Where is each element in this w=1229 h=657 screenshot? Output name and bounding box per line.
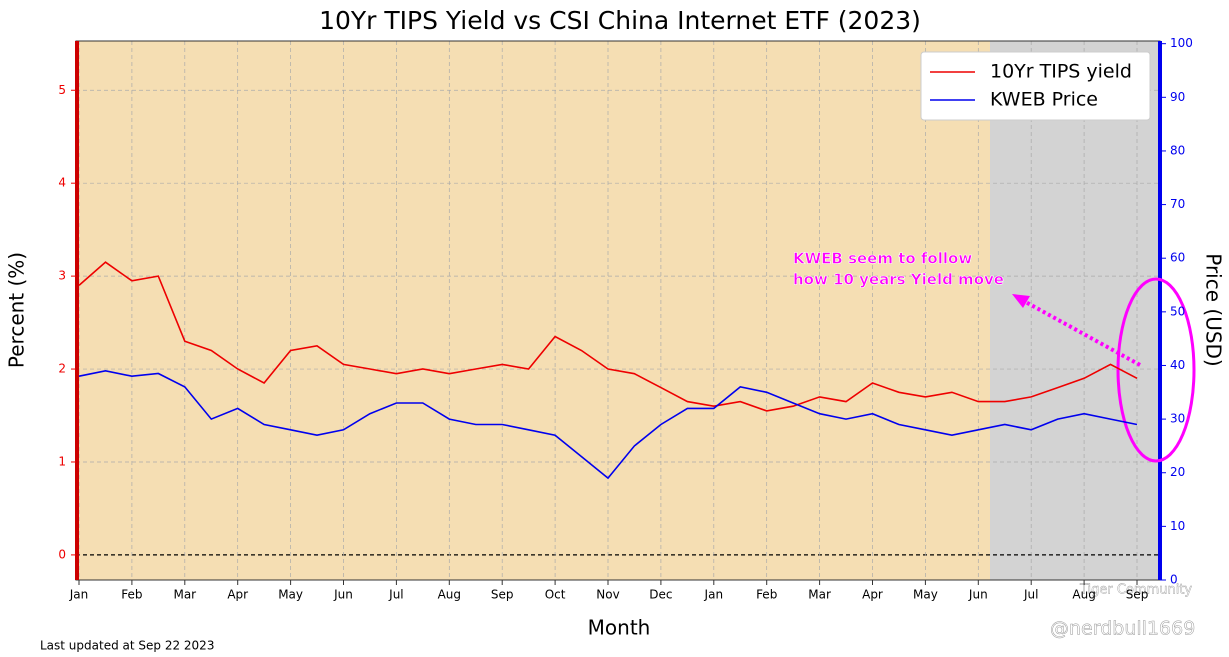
- y2-axis-label: Price (USD): [1202, 253, 1226, 367]
- plot-background: [76, 41, 990, 580]
- x-tick-label: Jun: [968, 588, 988, 602]
- legend-label: 10Yr TIPS yield: [990, 61, 1132, 83]
- x-tick-label: Jan: [704, 588, 724, 602]
- arrow-head: [1012, 294, 1030, 308]
- x-tick-label: Jun: [333, 588, 353, 602]
- x-tick-label: Jan: [69, 588, 89, 602]
- watermark: Tiger Community: [1079, 583, 1192, 598]
- y2-tick-label: 70: [1170, 197, 1185, 211]
- y2-tick-label: 100: [1170, 36, 1193, 50]
- x-tick-label: Nov: [596, 588, 619, 602]
- annotation: how 10 years Yield move: [793, 271, 1004, 289]
- x-tick-label: Sep: [491, 588, 514, 602]
- y2-tick-label: 90: [1170, 90, 1185, 104]
- y2-tick-label: 0: [1170, 573, 1178, 587]
- legend-box: [920, 51, 1151, 121]
- highlight-ellipse: [1116, 277, 1196, 463]
- y2-tick-label: 20: [1170, 465, 1185, 479]
- y-tick-label: 4: [58, 176, 66, 190]
- x-tick-label: Feb: [121, 588, 142, 602]
- y2-tick-label: 50: [1170, 304, 1185, 318]
- x-tick-label: Oct: [545, 588, 566, 602]
- x-tick-label: Jul: [388, 588, 403, 602]
- data-line: [78, 369, 1138, 480]
- y2-tick-label: 40: [1170, 358, 1185, 372]
- x-tick-label: May: [278, 588, 303, 602]
- legend-label: KWEB Price: [990, 89, 1098, 111]
- watermark: @nerdbull1669: [1050, 618, 1195, 640]
- y-tick-label: 5: [58, 83, 66, 97]
- y-tick-label: 3: [58, 269, 66, 283]
- x-tick-label: Aug: [438, 588, 461, 602]
- x-tick-label: Apr: [862, 588, 883, 602]
- x-tick-label: May: [913, 588, 938, 602]
- y-tick-label: 1: [58, 454, 66, 468]
- y-tick-label: 2: [58, 362, 66, 376]
- y-tick-label: 0: [58, 547, 66, 561]
- x-axis-label: Month: [588, 616, 651, 640]
- x-tick-label: Dec: [649, 588, 672, 602]
- x-tick-label: Apr: [227, 588, 248, 602]
- shaded-region: [990, 41, 1160, 580]
- y2-tick-label: 10: [1170, 519, 1185, 533]
- chart-title: 10Yr TIPS Yield vs CSI China Internet ET…: [319, 6, 921, 35]
- y-axis-label: Percent (%): [5, 252, 29, 368]
- x-tick-label: Mar: [173, 588, 196, 602]
- footer: Last updated at Sep 22 2023: [40, 639, 214, 653]
- y2-tick-label: 80: [1170, 143, 1185, 157]
- y2-tick-label: 30: [1170, 412, 1185, 426]
- x-tick-label: Jul: [1023, 588, 1038, 602]
- x-tick-label: Feb: [756, 588, 777, 602]
- data-line: [78, 261, 1138, 412]
- annotation-arrow: [1021, 298, 1141, 367]
- y2-tick-label: 60: [1170, 251, 1185, 265]
- x-tick-label: Aug: [1072, 588, 1095, 602]
- annotation: KWEB seem to follow: [793, 250, 972, 268]
- x-tick-label: Sep: [1126, 588, 1149, 602]
- x-tick-label: Mar: [808, 588, 831, 602]
